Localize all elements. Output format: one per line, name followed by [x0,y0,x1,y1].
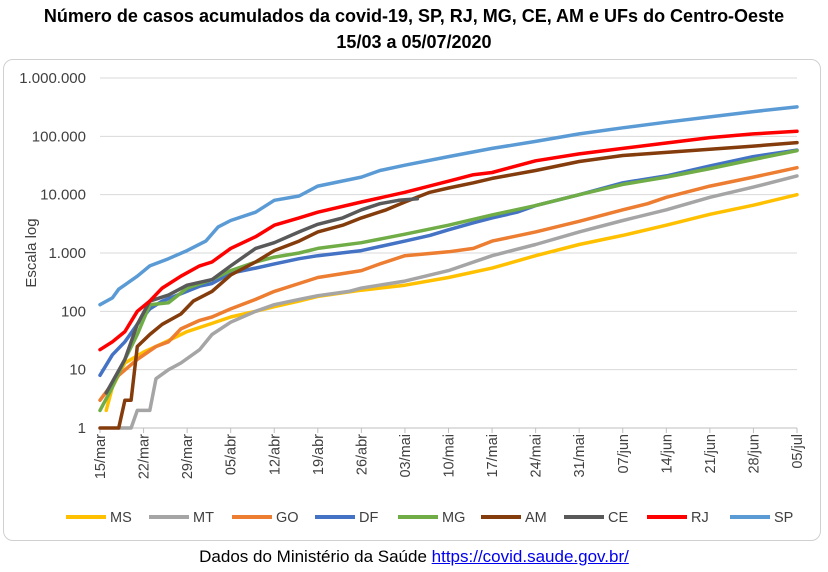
y-axis-label: Escala log [23,218,40,287]
legend-label-sp: SP [774,510,793,526]
x-tick-label: 10/mai [442,434,458,478]
series-line-ce [104,197,420,395]
series-line-mt [116,174,799,430]
source-link[interactable]: https://covid.saude.gov.br/ [431,547,629,566]
legend-label-df: DF [359,510,378,526]
chart-title: Número de casos acumulados da covid-19, … [43,6,785,26]
legend-label-mg: MG [442,510,465,526]
legend-label-am: AM [525,510,547,526]
legend-label-ms: MS [110,510,132,526]
y-tick-label: 1 [78,420,86,437]
x-tick-label: 26/abr [354,434,370,475]
legend: MS MT GO DF MG AM CE RJ SP [66,510,793,526]
x-tick-label: 24/mai [529,434,545,478]
y-tick-label: 10 [69,362,86,379]
legend-label-go: GO [276,510,299,526]
y-tick-label: 100 [61,303,86,320]
y-tick-label: 100.000 [32,128,86,145]
x-tick-label: 21/jun [703,434,719,474]
footer: Dados do Ministério da Saúde https://cov… [0,547,828,567]
x-tick-label: 19/abr [311,434,327,475]
x-tick-label: 05/abr [224,434,240,475]
series-line-ms [104,192,799,413]
x-tick-label: 29/mar [180,434,196,479]
legend-label-ce: CE [608,510,628,526]
legend-label-mt: MT [193,510,214,526]
series-line-go [98,165,799,402]
x-tick-label: 07/jun [616,434,632,474]
x-tick-label: 03/mai [398,434,414,478]
series-line-am [98,140,799,430]
x-tick-label: 14/jun [659,434,675,474]
legend-label-rj: RJ [691,510,709,526]
x-tick-label: 17/mai [485,434,501,478]
line-chart: 1 10 100 1.000 10.000 100.000 1.000.000 15/mar 2… [19,70,806,526]
x-tick-label: 05/jul [790,434,806,469]
series-line-sp [98,105,799,307]
x-tick-label: 22/mar [137,434,153,479]
axes: 1 10 100 1.000 10.000 100.000 1.000.000 15/mar 2… [19,70,806,479]
y-tick-label: 1.000.000 [19,70,86,87]
x-tick-label: 12/abr [267,434,283,475]
series-lines [98,105,799,430]
series-line-rj [98,129,799,352]
y-tick-label: 1.000 [48,245,86,262]
y-tick-label: 10.000 [40,187,86,204]
x-tick-label: 28/jun [746,434,762,474]
chart-subtitle: 15/03 a 05/07/2020 [336,32,492,52]
x-tick-label: 15/mar [93,434,109,479]
series-line-mg [98,148,799,413]
footer-text: Dados do Ministério da Saúde [199,547,432,566]
x-tick-label: 31/mai [572,434,588,478]
